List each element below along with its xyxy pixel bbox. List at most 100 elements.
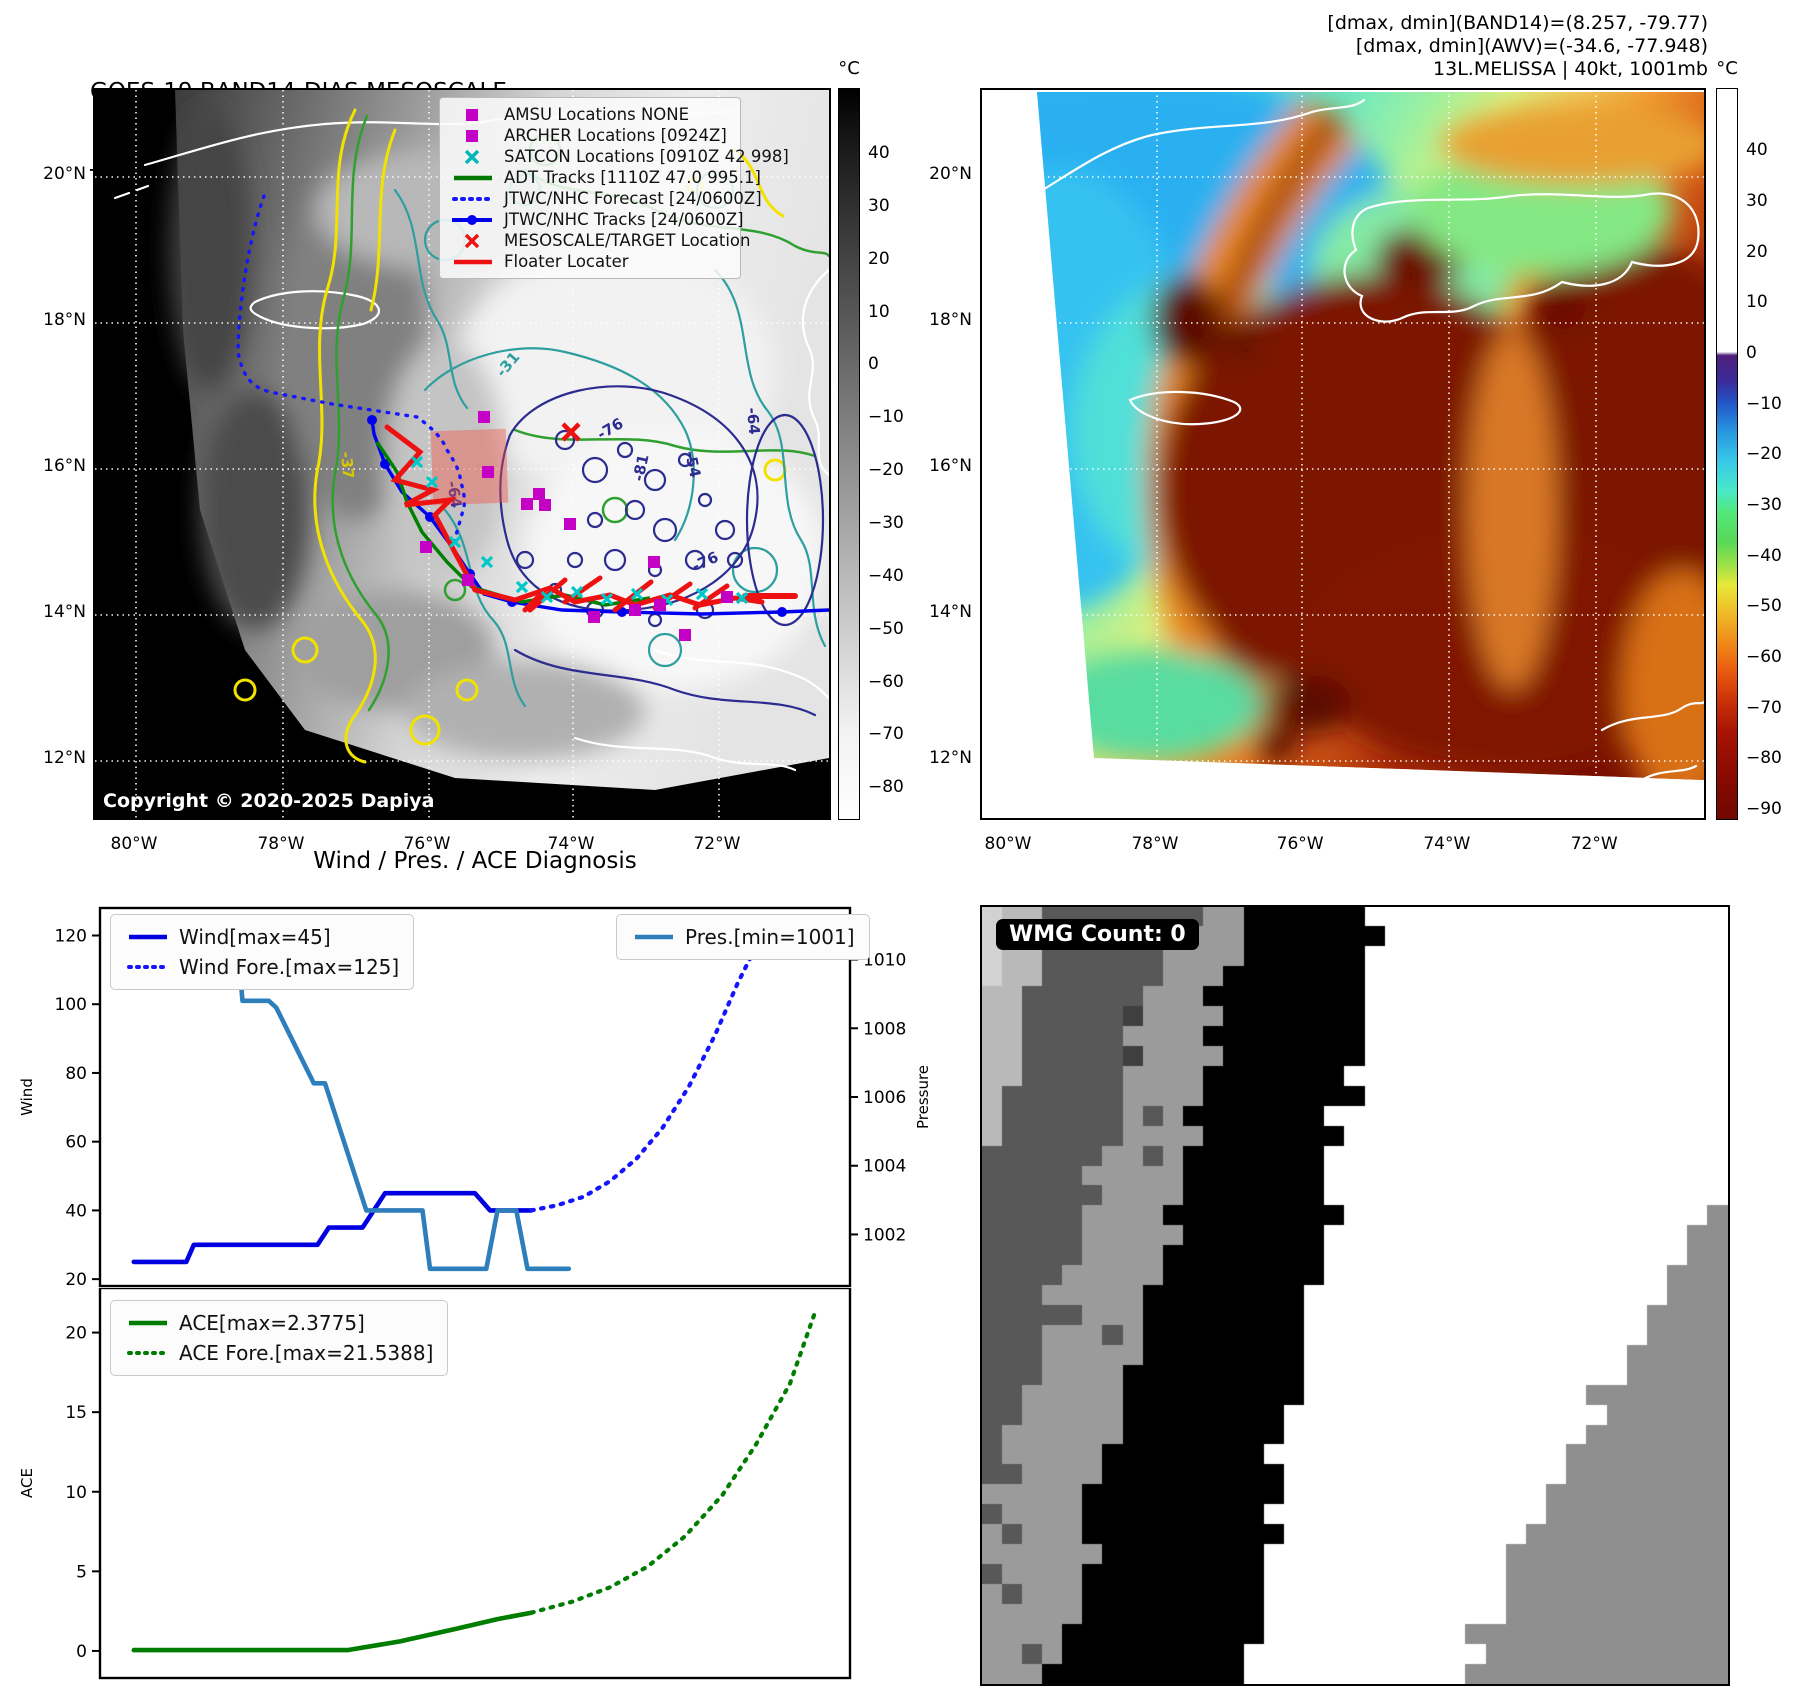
awv-header: [dmax, dmin](BAND14)=(8.257, -79.77) [dm… bbox=[1327, 12, 1708, 81]
awv-map-image bbox=[982, 90, 1706, 818]
legend-item: SATCON Locations [0910Z 42 998] bbox=[446, 146, 789, 167]
y-tick-label: 20 bbox=[65, 1324, 87, 1344]
colorbar-tick-label: −90 bbox=[1746, 798, 1782, 819]
colorbar-tick-label: 10 bbox=[1746, 292, 1768, 313]
legend-item-label: ARCHER Locations [0924Z] bbox=[504, 126, 727, 145]
lat-tick-label: 12°N bbox=[43, 748, 86, 769]
y-tick-label: 40 bbox=[65, 1201, 87, 1221]
goes-colorbar bbox=[838, 88, 860, 820]
target-x-marker bbox=[561, 422, 581, 442]
y-axis-label-right: Pressure bbox=[914, 1065, 932, 1129]
awv-colorbar-ticks: 40 30 20 10 0 −10 −20 −30 −40 −50 −60 −70 −80 −90 bbox=[1746, 88, 1796, 820]
dotted-line-icon bbox=[127, 1351, 169, 1355]
colorbar-tick-label: 40 bbox=[1746, 140, 1768, 161]
colorbar-tick-label: 20 bbox=[1746, 241, 1768, 262]
y-tick-label: 15 bbox=[65, 1403, 87, 1423]
legend-item: Pres.[min=1001] bbox=[627, 922, 855, 952]
y-axis-label: ACE bbox=[18, 1468, 36, 1498]
colorbar-tick-label: −10 bbox=[868, 407, 904, 428]
y-axis-label: Wind bbox=[18, 1078, 36, 1116]
goes-lon-axis: 80°W 78°W 76°W 74°W 72°W bbox=[93, 830, 831, 856]
awv-map bbox=[980, 88, 1706, 820]
legend-item: ARCHER Locations [0924Z] bbox=[446, 125, 730, 146]
legend-item-label: JTWC/NHC Forecast [24/0600Z] bbox=[504, 189, 762, 208]
colorbar-tick-label: −30 bbox=[868, 513, 904, 534]
pressure-legend: Pres.[min=1001] bbox=[616, 914, 870, 960]
legend-item: Wind[max=45] bbox=[121, 922, 399, 952]
colorbar-tick-label: −70 bbox=[868, 724, 904, 745]
colorbar-tick-label: −70 bbox=[1746, 697, 1782, 718]
legend-item-label: Wind[max=45] bbox=[179, 925, 331, 949]
colorbar-tick-label: 30 bbox=[868, 195, 890, 216]
mesoscale-sector-box bbox=[430, 428, 509, 506]
legend-item-label: ADT Tracks [1110Z 47.0 995.1] bbox=[504, 168, 761, 187]
legend-item-label: AMSU Locations NONE bbox=[504, 105, 690, 124]
y-tick-label-right: 1008 bbox=[863, 1019, 906, 1039]
y-tick-label: 5 bbox=[76, 1562, 87, 1582]
copyright-text: Copyright © 2020-2025 Dapiya bbox=[103, 790, 435, 812]
lat-tick-label: 14°N bbox=[43, 601, 86, 622]
legend-item: ACE Fore.[max=21.5388] bbox=[121, 1338, 433, 1368]
awv-lat-axis: 20°N 18°N 16°N 14°N 12°N bbox=[906, 88, 972, 820]
line-icon bbox=[454, 259, 492, 264]
legend-item-label: ACE[max=2.3775] bbox=[179, 1311, 365, 1335]
coastlines bbox=[1000, 98, 1706, 782]
y-tick-label: 120 bbox=[55, 926, 87, 946]
colorbar-tick-label: −50 bbox=[868, 618, 904, 639]
lat-tick-label: 20°N bbox=[43, 164, 86, 185]
legend-item: Floater Locater bbox=[446, 251, 730, 272]
awv-header-line3: 13L.MELISSA | 40kt, 1001mb bbox=[1433, 58, 1708, 80]
legend-item: JTWC/NHC Tracks [24/0600Z] bbox=[446, 209, 744, 230]
x-marker-icon bbox=[464, 149, 480, 164]
colorbar-tick-label: 20 bbox=[868, 248, 890, 269]
diagnosis-chart-title: Wind / Pres. / ACE Diagnosis bbox=[313, 848, 637, 874]
wind-legend: Wind[max=45] Wind Fore.[max=125] bbox=[110, 914, 415, 990]
y-tick-label-right: 1004 bbox=[863, 1157, 906, 1177]
y-tick-label: 80 bbox=[65, 1064, 87, 1084]
lon-tick-label: 74°W bbox=[1423, 834, 1471, 854]
colorbar-tick-label: −40 bbox=[1746, 545, 1782, 566]
legend-item: ADT Tracks [1110Z 47.0 995.1] bbox=[446, 167, 761, 188]
line-icon bbox=[454, 175, 492, 180]
wmg-count-badge: WMG Count: 0 bbox=[996, 919, 1199, 950]
chart-series bbox=[131, 1190, 534, 1265]
awv-colorbar bbox=[1716, 88, 1738, 820]
legend-item-label: JTWC/NHC Tracks [24/0600Z] bbox=[504, 210, 744, 229]
x-marker-icon bbox=[464, 233, 480, 248]
lat-tick-label: 14°N bbox=[929, 601, 972, 622]
lon-tick-label: 78°W bbox=[257, 834, 305, 854]
ace-legend: ACE[max=2.3775] ACE Fore.[max=21.5388] bbox=[110, 1300, 449, 1376]
lat-tick-label: 12°N bbox=[929, 748, 972, 769]
lon-tick-label: 72°W bbox=[693, 834, 741, 854]
goes-map-legend: AMSU Locations NONE ARCHER Locations [092… bbox=[439, 97, 789, 279]
y-tick-label: 100 bbox=[55, 995, 87, 1015]
grid-lines bbox=[982, 90, 1704, 818]
line-with-dot-icon bbox=[452, 214, 492, 225]
lon-tick-label: 80°W bbox=[110, 834, 158, 854]
lon-tick-label: 76°W bbox=[403, 834, 451, 854]
legend-item: MESOSCALE/TARGET Location bbox=[446, 230, 750, 251]
satcon-markers bbox=[410, 455, 749, 607]
lon-tick-label: 74°W bbox=[547, 834, 595, 854]
lat-tick-label: 16°N bbox=[43, 456, 86, 477]
legend-item-label: Floater Locater bbox=[504, 252, 629, 271]
svg-text:-54: -54 bbox=[681, 449, 704, 479]
wmg-raster-image bbox=[982, 907, 1728, 1684]
colorbar-tick-label: −50 bbox=[1746, 596, 1782, 617]
legend-item-label: MESOSCALE/TARGET Location bbox=[504, 231, 751, 250]
grid-lines bbox=[95, 90, 829, 818]
colorbar-tick-label: −40 bbox=[868, 565, 904, 586]
colorbar-tick-label: −80 bbox=[868, 777, 904, 798]
colorbar-tick-label: 40 bbox=[868, 143, 890, 164]
colorbar-tick-label: 0 bbox=[868, 354, 879, 375]
legend-item: ACE[max=2.3775] bbox=[121, 1308, 433, 1338]
colorbar-tick-label: 10 bbox=[868, 301, 890, 322]
dotted-line-icon bbox=[452, 196, 494, 201]
lat-tick-label: 18°N bbox=[43, 309, 86, 330]
line-icon bbox=[635, 934, 673, 940]
y-tick-label: 20 bbox=[65, 1270, 87, 1288]
y-tick-label: 60 bbox=[65, 1133, 87, 1153]
svg-text:-81: -81 bbox=[629, 453, 652, 483]
legend-item: AMSU Locations NONE bbox=[446, 104, 730, 125]
colorbar-tick-label: 0 bbox=[1746, 342, 1757, 363]
